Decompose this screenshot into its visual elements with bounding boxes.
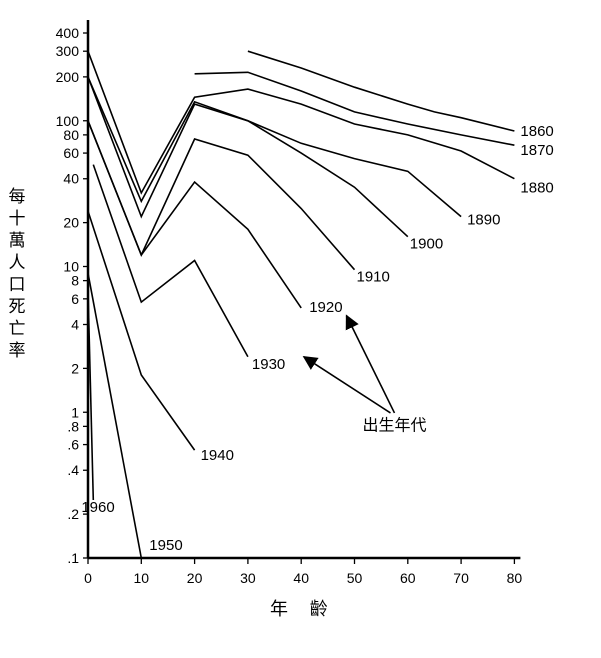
y-tick-label: 6 [71,291,79,307]
annotation-arrow-1930 [302,356,391,414]
series-line-1900 [87,76,409,238]
annotation-text: 出生年代 [362,415,426,434]
series-line-1920 [87,120,302,309]
y-tick-label: .4 [67,462,79,478]
series-label-1920: 1920 [309,299,342,316]
series-line-1950 [87,273,143,559]
series-line-1880 [87,50,515,195]
y-tick-label: 100 [56,113,80,129]
y-axis-label-char: 十 [8,209,26,229]
x-tick-label: 20 [187,570,203,586]
series-labels: 1860 1870 1880 1890 1900 1910 1920 1930 1940 1950… [81,123,553,554]
y-axis-label-char: 人 [8,253,26,273]
y-axis-label: 每十萬人口死亡率 [6,186,28,362]
y-tick-label: 300 [56,43,80,59]
x-ticks: 0 10 20 30 40 50 60 70 80 [84,558,522,586]
y-tick-label: .1 [67,550,79,566]
x-tick-label: 10 [134,570,150,586]
series-line-1890 [87,76,462,218]
x-tick-label: 50 [347,570,363,586]
series-label-1940: 1940 [201,447,234,464]
y-tick-label: 4 [71,316,79,332]
y-tick-label: 10 [63,259,79,275]
x-tick-label: 70 [453,570,469,586]
y-axis-label-char: 萬 [8,231,26,251]
series-label-1890: 1890 [467,212,500,229]
series-label-1860: 1860 [520,123,553,140]
y-tick-label: .6 [67,437,79,453]
y-axis-label-char: 每 [8,187,26,207]
y-tick-label: 200 [56,69,80,85]
series-label-1930: 1930 [252,356,285,373]
y-tick-label: 1 [71,404,79,420]
y-tick-label: 40 [63,171,79,187]
series-line-1870 [194,71,515,146]
y-tick-label: .2 [67,506,79,522]
x-tick-label: 60 [400,570,416,586]
series-line-1910 [87,120,356,271]
y-axis-label-char: 亡 [8,319,26,339]
x-axis-label: 年 齡 [270,599,336,620]
series-label-1950: 1950 [149,537,182,554]
y-tick-label: 400 [56,25,80,41]
y-tick-label: 80 [63,127,79,143]
series-label-1880: 1880 [520,180,553,197]
x-tick-label: 40 [293,570,309,586]
y-axis-label-char: 口 [8,275,26,295]
y-tick-label: 60 [63,145,79,161]
annotation-arrow-1920 [345,314,396,414]
x-tick-label: 30 [240,570,256,586]
series-label-1900: 1900 [410,236,443,253]
series-line-1860 [247,50,515,132]
x-tick-label: 0 [84,570,92,586]
y-tick-label: 20 [63,215,79,231]
series-label-1910: 1910 [357,269,390,286]
x-tick-label: 80 [507,570,523,586]
axes [86,20,521,560]
y-tick-label: 8 [71,273,79,289]
series-lines [87,50,515,559]
y-axis-label-char: 死 [8,297,26,317]
series-line-1940 [87,210,196,451]
series-label-1960: 1960 [81,499,114,516]
y-tick-label: 2 [71,360,79,376]
y-tick-label: .8 [67,418,79,434]
series-line-1960 [87,289,95,501]
annotation: 出生年代 [302,314,426,434]
y-axis-label-char: 率 [8,341,26,361]
series-label-1870: 1870 [520,142,553,159]
series-line-1930 [92,164,249,358]
